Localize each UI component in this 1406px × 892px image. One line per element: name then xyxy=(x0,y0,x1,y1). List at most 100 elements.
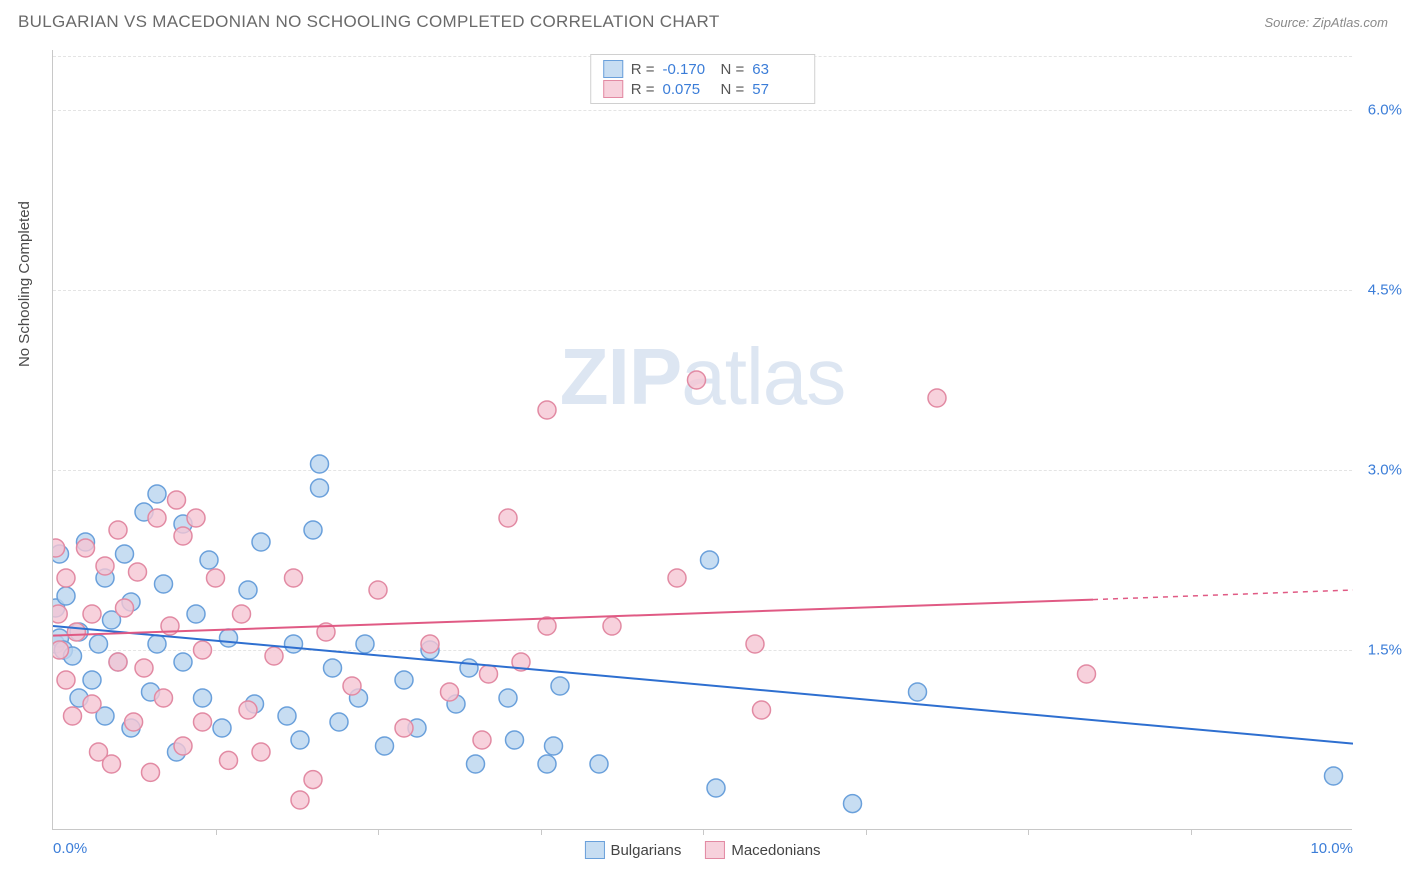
trend-line-bulgarians xyxy=(53,626,1353,744)
n-value: 63 xyxy=(752,61,802,78)
data-point-bulgarians xyxy=(701,551,719,569)
data-point-macedonians xyxy=(304,771,322,789)
data-point-macedonians xyxy=(233,605,251,623)
data-point-macedonians xyxy=(187,509,205,527)
data-point-bulgarians xyxy=(148,485,166,503)
data-point-bulgarians xyxy=(590,755,608,773)
data-point-macedonians xyxy=(109,521,127,539)
data-point-macedonians xyxy=(194,641,212,659)
data-point-macedonians xyxy=(53,641,69,659)
y-axis-label: No Schooling Completed xyxy=(16,201,33,367)
data-point-bulgarians xyxy=(506,731,524,749)
legend-label: Bulgarians xyxy=(610,842,681,859)
data-point-macedonians xyxy=(668,569,686,587)
data-point-macedonians xyxy=(103,755,121,773)
data-point-bulgarians xyxy=(324,659,342,677)
plot-area: ZIPatlas 1.5%3.0%4.5%6.0% 0.0%10.0% R =-… xyxy=(52,50,1352,830)
n-label: N = xyxy=(721,81,745,98)
stats-row-macedonians: R = 0.075 N = 57 xyxy=(603,79,803,99)
data-point-macedonians xyxy=(116,599,134,617)
data-point-macedonians xyxy=(174,527,192,545)
trend-line-macedonians xyxy=(53,600,1093,636)
data-point-macedonians xyxy=(194,713,212,731)
data-point-macedonians xyxy=(135,659,153,677)
data-point-bulgarians xyxy=(909,683,927,701)
data-point-bulgarians xyxy=(291,731,309,749)
data-point-macedonians xyxy=(421,635,439,653)
data-point-macedonians xyxy=(343,677,361,695)
data-point-bulgarians xyxy=(467,755,485,773)
data-point-bulgarians xyxy=(194,689,212,707)
data-point-bulgarians xyxy=(239,581,257,599)
data-point-macedonians xyxy=(155,689,173,707)
data-point-bulgarians xyxy=(174,653,192,671)
data-point-macedonians xyxy=(265,647,283,665)
data-point-bulgarians xyxy=(83,671,101,689)
swatch-icon xyxy=(603,80,623,98)
data-point-macedonians xyxy=(53,539,65,557)
x-tick-label: 0.0% xyxy=(53,840,87,857)
data-point-macedonians xyxy=(499,509,517,527)
data-point-bulgarians xyxy=(252,533,270,551)
data-point-bulgarians xyxy=(844,795,862,813)
y-tick-label: 3.0% xyxy=(1368,462,1402,479)
data-point-macedonians xyxy=(753,701,771,719)
x-tick-label: 10.0% xyxy=(1310,840,1353,857)
data-point-bulgarians xyxy=(551,677,569,695)
data-point-bulgarians xyxy=(116,545,134,563)
swatch-icon xyxy=(705,841,725,859)
data-point-bulgarians xyxy=(356,635,374,653)
data-point-bulgarians xyxy=(707,779,725,797)
data-point-bulgarians xyxy=(460,659,478,677)
scatter-svg xyxy=(53,50,1353,830)
data-point-macedonians xyxy=(57,671,75,689)
data-point-macedonians xyxy=(207,569,225,587)
data-point-macedonians xyxy=(57,569,75,587)
correlation-stats-box: R =-0.170N =63R =0.075N =57 xyxy=(590,54,816,104)
data-point-macedonians xyxy=(239,701,257,719)
data-point-macedonians xyxy=(473,731,491,749)
data-point-macedonians xyxy=(109,653,127,671)
data-point-macedonians xyxy=(369,581,387,599)
y-tick-label: 6.0% xyxy=(1368,102,1402,119)
data-point-macedonians xyxy=(53,605,67,623)
data-point-macedonians xyxy=(129,563,147,581)
data-point-macedonians xyxy=(928,389,946,407)
data-point-bulgarians xyxy=(148,635,166,653)
data-point-macedonians xyxy=(125,713,143,731)
data-point-bulgarians xyxy=(213,719,231,737)
data-point-bulgarians xyxy=(1325,767,1343,785)
data-point-bulgarians xyxy=(376,737,394,755)
swatch-icon xyxy=(603,60,623,78)
source-attribution: Source: ZipAtlas.com xyxy=(1264,15,1388,30)
data-point-macedonians xyxy=(64,707,82,725)
data-point-bulgarians xyxy=(545,737,563,755)
data-point-macedonians xyxy=(746,635,764,653)
r-label: R = xyxy=(631,81,655,98)
data-point-macedonians xyxy=(538,401,556,419)
data-point-macedonians xyxy=(480,665,498,683)
data-point-macedonians xyxy=(67,623,85,641)
data-point-macedonians xyxy=(441,683,459,701)
data-point-bulgarians xyxy=(395,671,413,689)
data-point-bulgarians xyxy=(330,713,348,731)
data-point-bulgarians xyxy=(278,707,296,725)
data-point-macedonians xyxy=(285,569,303,587)
data-point-bulgarians xyxy=(285,635,303,653)
data-point-macedonians xyxy=(220,751,238,769)
n-value: 57 xyxy=(752,81,802,98)
r-value: 0.075 xyxy=(663,81,713,98)
data-point-bulgarians xyxy=(155,575,173,593)
data-point-macedonians xyxy=(148,509,166,527)
source-name: ZipAtlas.com xyxy=(1313,15,1388,30)
title-bar: BULGARIAN VS MACEDONIAN NO SCHOOLING COM… xyxy=(18,12,1388,32)
data-point-macedonians xyxy=(395,719,413,737)
data-point-bulgarians xyxy=(499,689,517,707)
data-point-macedonians xyxy=(603,617,621,635)
legend-item-macedonians: Macedonians xyxy=(705,841,820,859)
data-point-macedonians xyxy=(96,557,114,575)
data-point-macedonians xyxy=(252,743,270,761)
swatch-icon xyxy=(584,841,604,859)
legend-label: Macedonians xyxy=(731,842,820,859)
data-point-bulgarians xyxy=(57,587,75,605)
